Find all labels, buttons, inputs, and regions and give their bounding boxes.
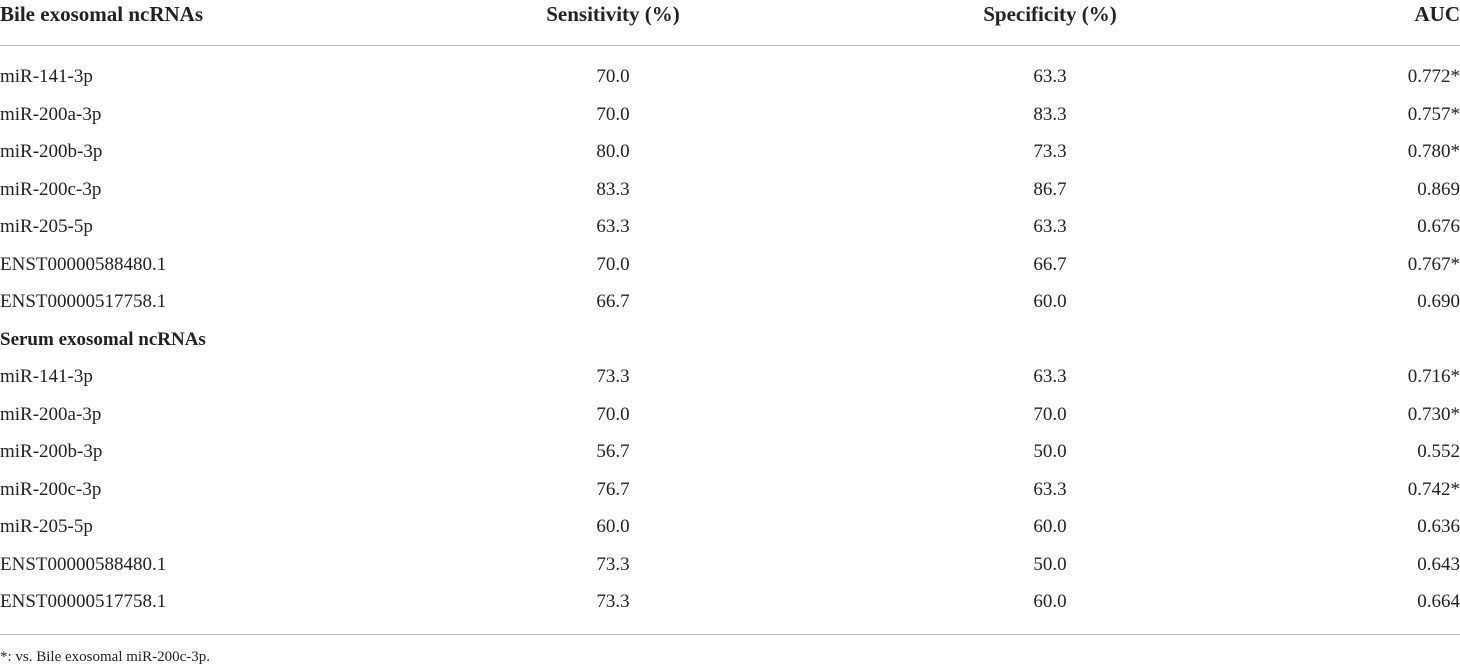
cell-value: 0.869 — [1417, 178, 1460, 200]
cell-value: 0.552 — [1417, 441, 1460, 462]
cell-value: 63.3 — [1033, 366, 1067, 387]
cell-value: 66.7 — [1033, 253, 1067, 275]
header-rule — [0, 45, 1460, 46]
cell-value: 70.0 — [596, 253, 630, 275]
cell-value: 60.0 — [596, 516, 630, 537]
column-header: Specificity (%) — [983, 2, 1117, 26]
cell-value: 0.676 — [1417, 216, 1460, 237]
cell-value: 0.742* — [1407, 478, 1460, 500]
cell-value: 60.0 — [1033, 591, 1067, 612]
cell-value: 80.0 — [596, 141, 630, 162]
cell-value: 70.0 — [596, 66, 630, 87]
cell-value: 0.772* — [1407, 66, 1460, 87]
cell-value: 73.3 — [596, 366, 630, 387]
footnote: *: vs. Bile exosomal miR-200c-3p. — [0, 649, 210, 665]
cell-value: 86.7 — [1033, 178, 1067, 200]
cell-value: 83.3 — [596, 178, 630, 200]
cell-value: 0.664 — [1417, 591, 1460, 612]
row-label: ENST00000517758.1 — [0, 291, 167, 312]
cell-value: 56.7 — [596, 441, 630, 462]
row-label: miR-205-5p — [0, 516, 93, 537]
cell-value: 50.0 — [1033, 553, 1067, 575]
cell-value: 0.636 — [1417, 516, 1460, 537]
row-label: miR-141-3p — [0, 66, 93, 87]
column-header: AUC — [1414, 2, 1460, 26]
row-label: miR-200c-3p — [0, 478, 102, 500]
cell-value: 0.643 — [1417, 553, 1460, 575]
row-label: ENST00000517758.1 — [0, 591, 167, 612]
column-header: Sensitivity (%) — [546, 2, 680, 26]
row-label: ENST00000588480.1 — [0, 553, 167, 575]
cell-value: 83.3 — [1033, 103, 1067, 125]
cell-value: 76.7 — [596, 478, 630, 500]
cell-value: 60.0 — [1033, 516, 1067, 537]
cell-value: 60.0 — [1033, 291, 1067, 312]
cell-value: 63.3 — [1033, 478, 1067, 500]
cell-value: 0.716* — [1407, 366, 1460, 387]
column-header: Bile exosomal ncRNAs — [0, 2, 203, 26]
row-label: miR-200a-3p — [0, 103, 102, 125]
cell-value: 0.690 — [1417, 291, 1460, 312]
cell-value: 0.757* — [1407, 103, 1460, 125]
cell-value: 63.3 — [1033, 216, 1067, 237]
row-label: ENST00000588480.1 — [0, 253, 167, 275]
cell-value: 73.3 — [596, 591, 630, 612]
row-label: miR-205-5p — [0, 216, 93, 237]
cell-value: 50.0 — [1033, 441, 1067, 462]
row-label: miR-200c-3p — [0, 178, 102, 200]
bottom-rule — [0, 634, 1460, 635]
row-label: miR-200b-3p — [0, 141, 103, 162]
cell-value: 0.780* — [1407, 141, 1460, 162]
row-label: miR-141-3p — [0, 366, 93, 387]
cell-value: 70.0 — [596, 403, 630, 425]
row-label: miR-200b-3p — [0, 441, 103, 462]
cell-value: 0.730* — [1407, 403, 1460, 425]
cell-value: 70.0 — [1033, 403, 1067, 425]
section-title: Serum exosomal ncRNAs — [0, 328, 206, 350]
cell-value: 0.767* — [1407, 253, 1460, 275]
cell-value: 70.0 — [596, 103, 630, 125]
cell-value: 66.7 — [596, 291, 630, 312]
cell-value: 63.3 — [1033, 66, 1067, 87]
cell-value: 63.3 — [596, 216, 630, 237]
cell-value: 73.3 — [596, 553, 630, 575]
cell-value: 73.3 — [1033, 141, 1067, 162]
row-label: miR-200a-3p — [0, 403, 102, 425]
